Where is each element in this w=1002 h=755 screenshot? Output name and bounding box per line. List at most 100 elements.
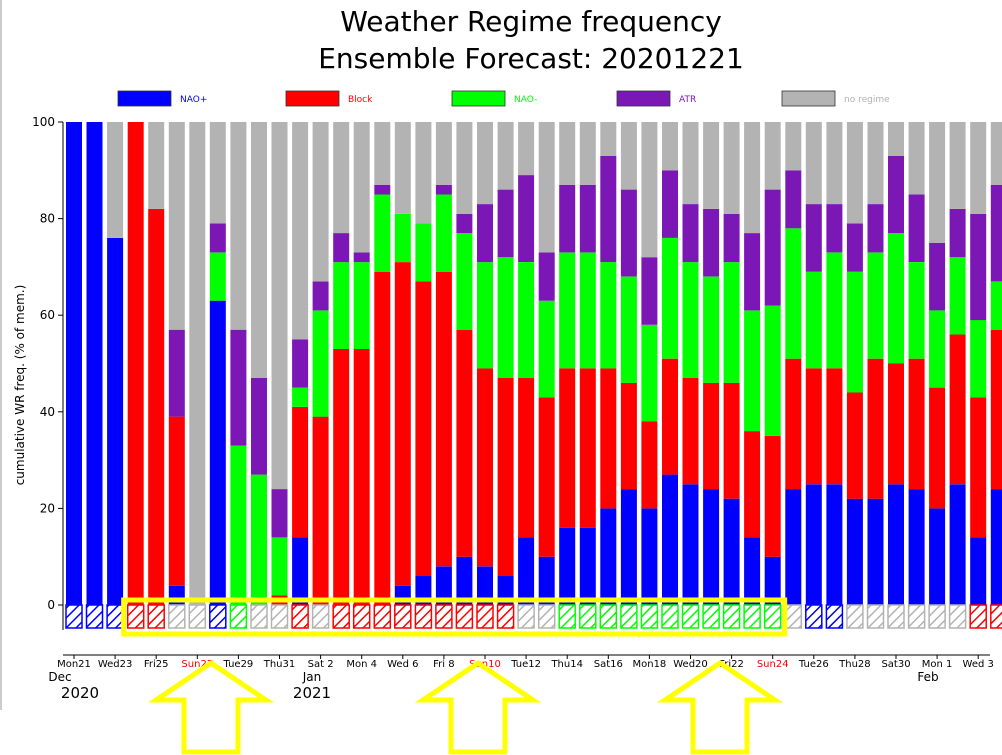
bar-segment-atr [867,204,884,253]
bar-segment-nao_plus [744,537,761,605]
bar-segment-block [620,382,637,490]
bar-segment-atr [888,155,904,234]
bar-segment-no_regime [333,122,350,234]
x-tick-label: Wed20 [673,659,708,670]
dominant-regime-box [270,604,289,629]
annotation-arrow [147,659,275,755]
bar-segment-block [600,368,617,509]
bar-segment-block [127,122,144,605]
bar-segment-atr [908,194,925,262]
bar-segment-no_regime [292,122,309,340]
bar-segment-nao_plus [107,237,124,605]
bar-segment-block [333,349,350,605]
bar-segment-nao_plus [846,498,863,605]
bar-segment-nao_minus [662,237,678,359]
bar-segment-atr [333,233,350,263]
legend-swatch [117,90,172,107]
bar-segment-atr [559,184,576,253]
legend-label: no regime [844,95,890,105]
bar-segment-nao_plus [86,122,103,605]
x-tick-label: Sat 2 [308,659,334,670]
bar-segment-block [805,368,822,485]
bar-segment-nao_plus [620,489,637,605]
dominant-regime-box [990,604,1002,629]
bar-segment-nao_minus [579,252,596,369]
bar-segment-no_regime [579,122,596,185]
bar-segment-block [949,334,966,485]
bar-segment-atr [826,204,843,253]
dominant-regime-box [126,604,145,629]
bar-segment-block [394,262,411,586]
dominant-regime-box [373,604,392,629]
bar-segment-block [374,271,391,605]
bar-segment-atr [641,257,658,325]
bar-segment-nao_minus [333,262,350,349]
bar-segment-no_regime [477,122,493,205]
x-tick-label: Tue26 [798,659,829,670]
bar-segment-atr [230,329,247,446]
bar-segment-atr [929,242,946,311]
dominant-regime-box [352,604,371,629]
bar-segment-no_regime [353,122,370,253]
bar-segment-atr [970,213,987,321]
bar-segment-no_regime [764,122,781,190]
x-tick-label: Thu28 [838,659,871,670]
bar-segment-nao_plus [785,489,802,605]
bar-segment-nao_minus [271,537,288,596]
bar-segment-nao_minus [456,233,473,330]
dominant-regime-box [332,604,350,629]
bar-segment-nao_plus [600,508,617,605]
bar-segment-nao_minus [435,194,452,272]
bar-segment-nao_minus [990,281,1002,330]
bar-segment-block [168,416,185,586]
dominant-regime-box [147,604,165,629]
bar-segment-atr [497,189,514,258]
bar-segment-atr [456,213,473,234]
bar-segment-no_regime [209,122,226,224]
bar-segment-nao_plus [970,537,987,605]
bar-segment-block [292,407,309,538]
bar-segment-nao_plus [949,484,966,606]
dominant-regime-box [640,604,659,629]
legend-item-nao_plus: NAO+ [117,90,207,107]
bar-segment-nao_plus [477,566,493,605]
bar-segment-block [908,358,925,490]
bar-segment-no_regime [374,122,391,185]
x-axis-labels: Mon21 Wed23 Fri25 Sun27 Tue29 Thu31 Sat 2 Mon 4… [48,655,994,702]
bar-segment-atr [764,189,781,306]
bar-segment-nao_plus [66,122,82,605]
bar-segment-block [846,392,863,499]
legend-swatch [451,90,506,107]
bar-segment-atr [271,489,288,538]
legend-label: NAO- [514,95,537,105]
bar-segment-nao_minus [764,305,781,436]
bar-segment-nao_minus [312,310,329,417]
dominant-regime-row [65,604,1002,629]
bar-segment-nao_minus [641,324,658,422]
dominant-regime-box [681,604,700,629]
dominant-regime-box [188,604,207,629]
dominant-regime-box [763,604,782,629]
legend-label: Block [348,95,373,105]
x-tick-label: Mon 1 [922,659,953,670]
bar-segment-nao_minus [908,262,925,359]
chart-title: Weather Regime frequency [340,5,722,38]
bar-segment-atr [168,329,185,417]
bar-segment-no_regime [703,122,720,209]
legend: NAO+ Block NAO- ATR no regime [117,90,890,107]
x-tick-label: Sat30 [881,659,910,670]
x-tick-label: Mon 4 [346,659,377,670]
bar-segment-nao_minus [251,474,267,605]
x-tick-label: Sun27 [181,659,213,670]
bar-segment-nao_minus [888,233,904,364]
x-tick-label: Wed 6 [387,659,418,670]
dominant-regime-box [805,604,823,629]
legend-item-block: Block [285,90,373,107]
bar-segment-nao_plus [641,508,658,605]
bar-segment-atr [949,208,966,258]
bar-segment-nao_plus [908,489,925,605]
x-tick-label: Mon18 [632,659,666,670]
bar-segment-nao_minus [497,257,514,378]
bar-segment-block [435,271,452,567]
